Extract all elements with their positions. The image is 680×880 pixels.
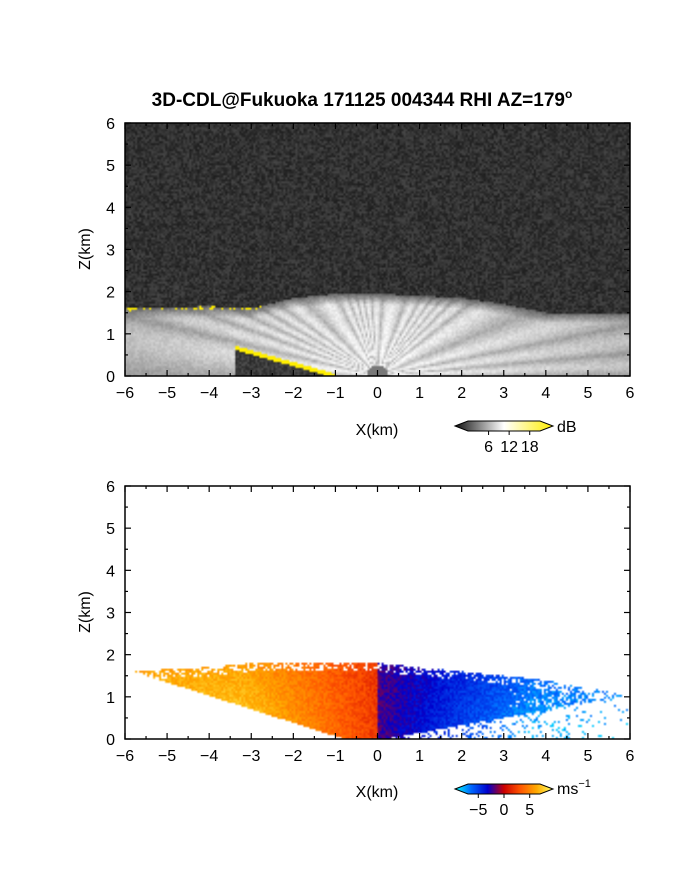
y-tick-label: 3 [106,606,115,623]
velocity-colorbar [453,783,555,795]
x-tick-label: −2 [284,385,302,402]
snr-colorbar-ticks: 6 12 18 [484,431,539,456]
velocity-y-axis-label: Z(km) [77,591,94,633]
snr-x-axis-label: X(km) [356,422,399,439]
velocity-colorbar-ticks: −5 0 5 [469,794,534,819]
x-tick-label: 3 [499,748,508,765]
velocity-x-axis-label: X(km) [356,784,399,801]
colorbar-tick-label: −5 [469,802,487,819]
x-tick-label: −1 [326,748,344,765]
y-tick-label: 6 [106,479,115,496]
snr-y-axis-label: Z(km) [77,228,94,270]
y-tick-label: 0 [106,732,115,749]
x-tick-label: −2 [284,748,302,765]
x-tick-label: 6 [626,748,635,765]
x-tick-label: 4 [541,385,550,402]
x-tick-label: 5 [583,748,592,765]
velocity-heatmap [125,486,630,739]
snr-axis-ticks: −6 −5 −4 −3 −2 −1 0 1 2 3 4 5 6 0 1 2 3 4 5 6 [106,116,634,402]
x-tick-label: −4 [200,385,218,402]
velocity-colorbar-unit: ms−1 [557,778,591,798]
x-tick-label: 3 [499,385,508,402]
x-tick-label: 1 [415,385,424,402]
colorbar-tick-label: 6 [484,439,493,456]
x-tick-label: −3 [242,748,260,765]
colorbar-tick-label: 18 [521,439,539,456]
x-tick-label: 0 [373,748,382,765]
y-tick-label: 2 [106,648,115,665]
snr-colorbar-unit: dB [557,419,577,436]
x-tick-label: 6 [626,385,635,402]
x-tick-label: 1 [415,748,424,765]
snr-heatmap [125,123,630,376]
y-tick-label: 2 [106,285,115,302]
x-tick-label: −5 [158,385,176,402]
colorbar-tick-label: 5 [525,802,534,819]
y-tick-label: 3 [106,243,115,260]
y-tick-label: 1 [106,327,115,344]
x-tick-label: 2 [457,385,466,402]
x-tick-label: 5 [583,385,592,402]
y-tick-label: 1 [106,690,115,707]
y-tick-label: 4 [106,563,115,580]
x-tick-label: −4 [200,748,218,765]
x-tick-label: 2 [457,748,466,765]
x-tick-label: −5 [158,748,176,765]
velocity-panel: −6 −5 −4 −3 −2 −1 0 1 2 3 4 5 6 0 1 2 3 4 5 6 X(km) Z(km) −… [77,479,635,819]
snr-colorbar [453,420,555,432]
x-tick-label: −6 [116,385,134,402]
velocity-axis-ticks: −6 −5 −4 −3 −2 −1 0 1 2 3 4 5 6 0 1 2 3 4 5 6 [106,479,634,765]
y-tick-label: 4 [106,200,115,217]
y-tick-label: 6 [106,116,115,133]
x-tick-label: 0 [373,385,382,402]
x-tick-label: −3 [242,385,260,402]
y-tick-label: 5 [106,521,115,538]
figure-title: 3D-CDL@Fukuoka 171125 004344 RHI AZ=179o [152,87,573,111]
y-tick-label: 5 [106,158,115,175]
y-tick-label: 0 [106,369,115,386]
x-tick-label: −1 [326,385,344,402]
x-tick-label: −6 [116,748,134,765]
x-tick-label: 4 [541,748,550,765]
colorbar-tick-label: 0 [500,802,509,819]
colorbar-tick-label: 12 [500,439,518,456]
